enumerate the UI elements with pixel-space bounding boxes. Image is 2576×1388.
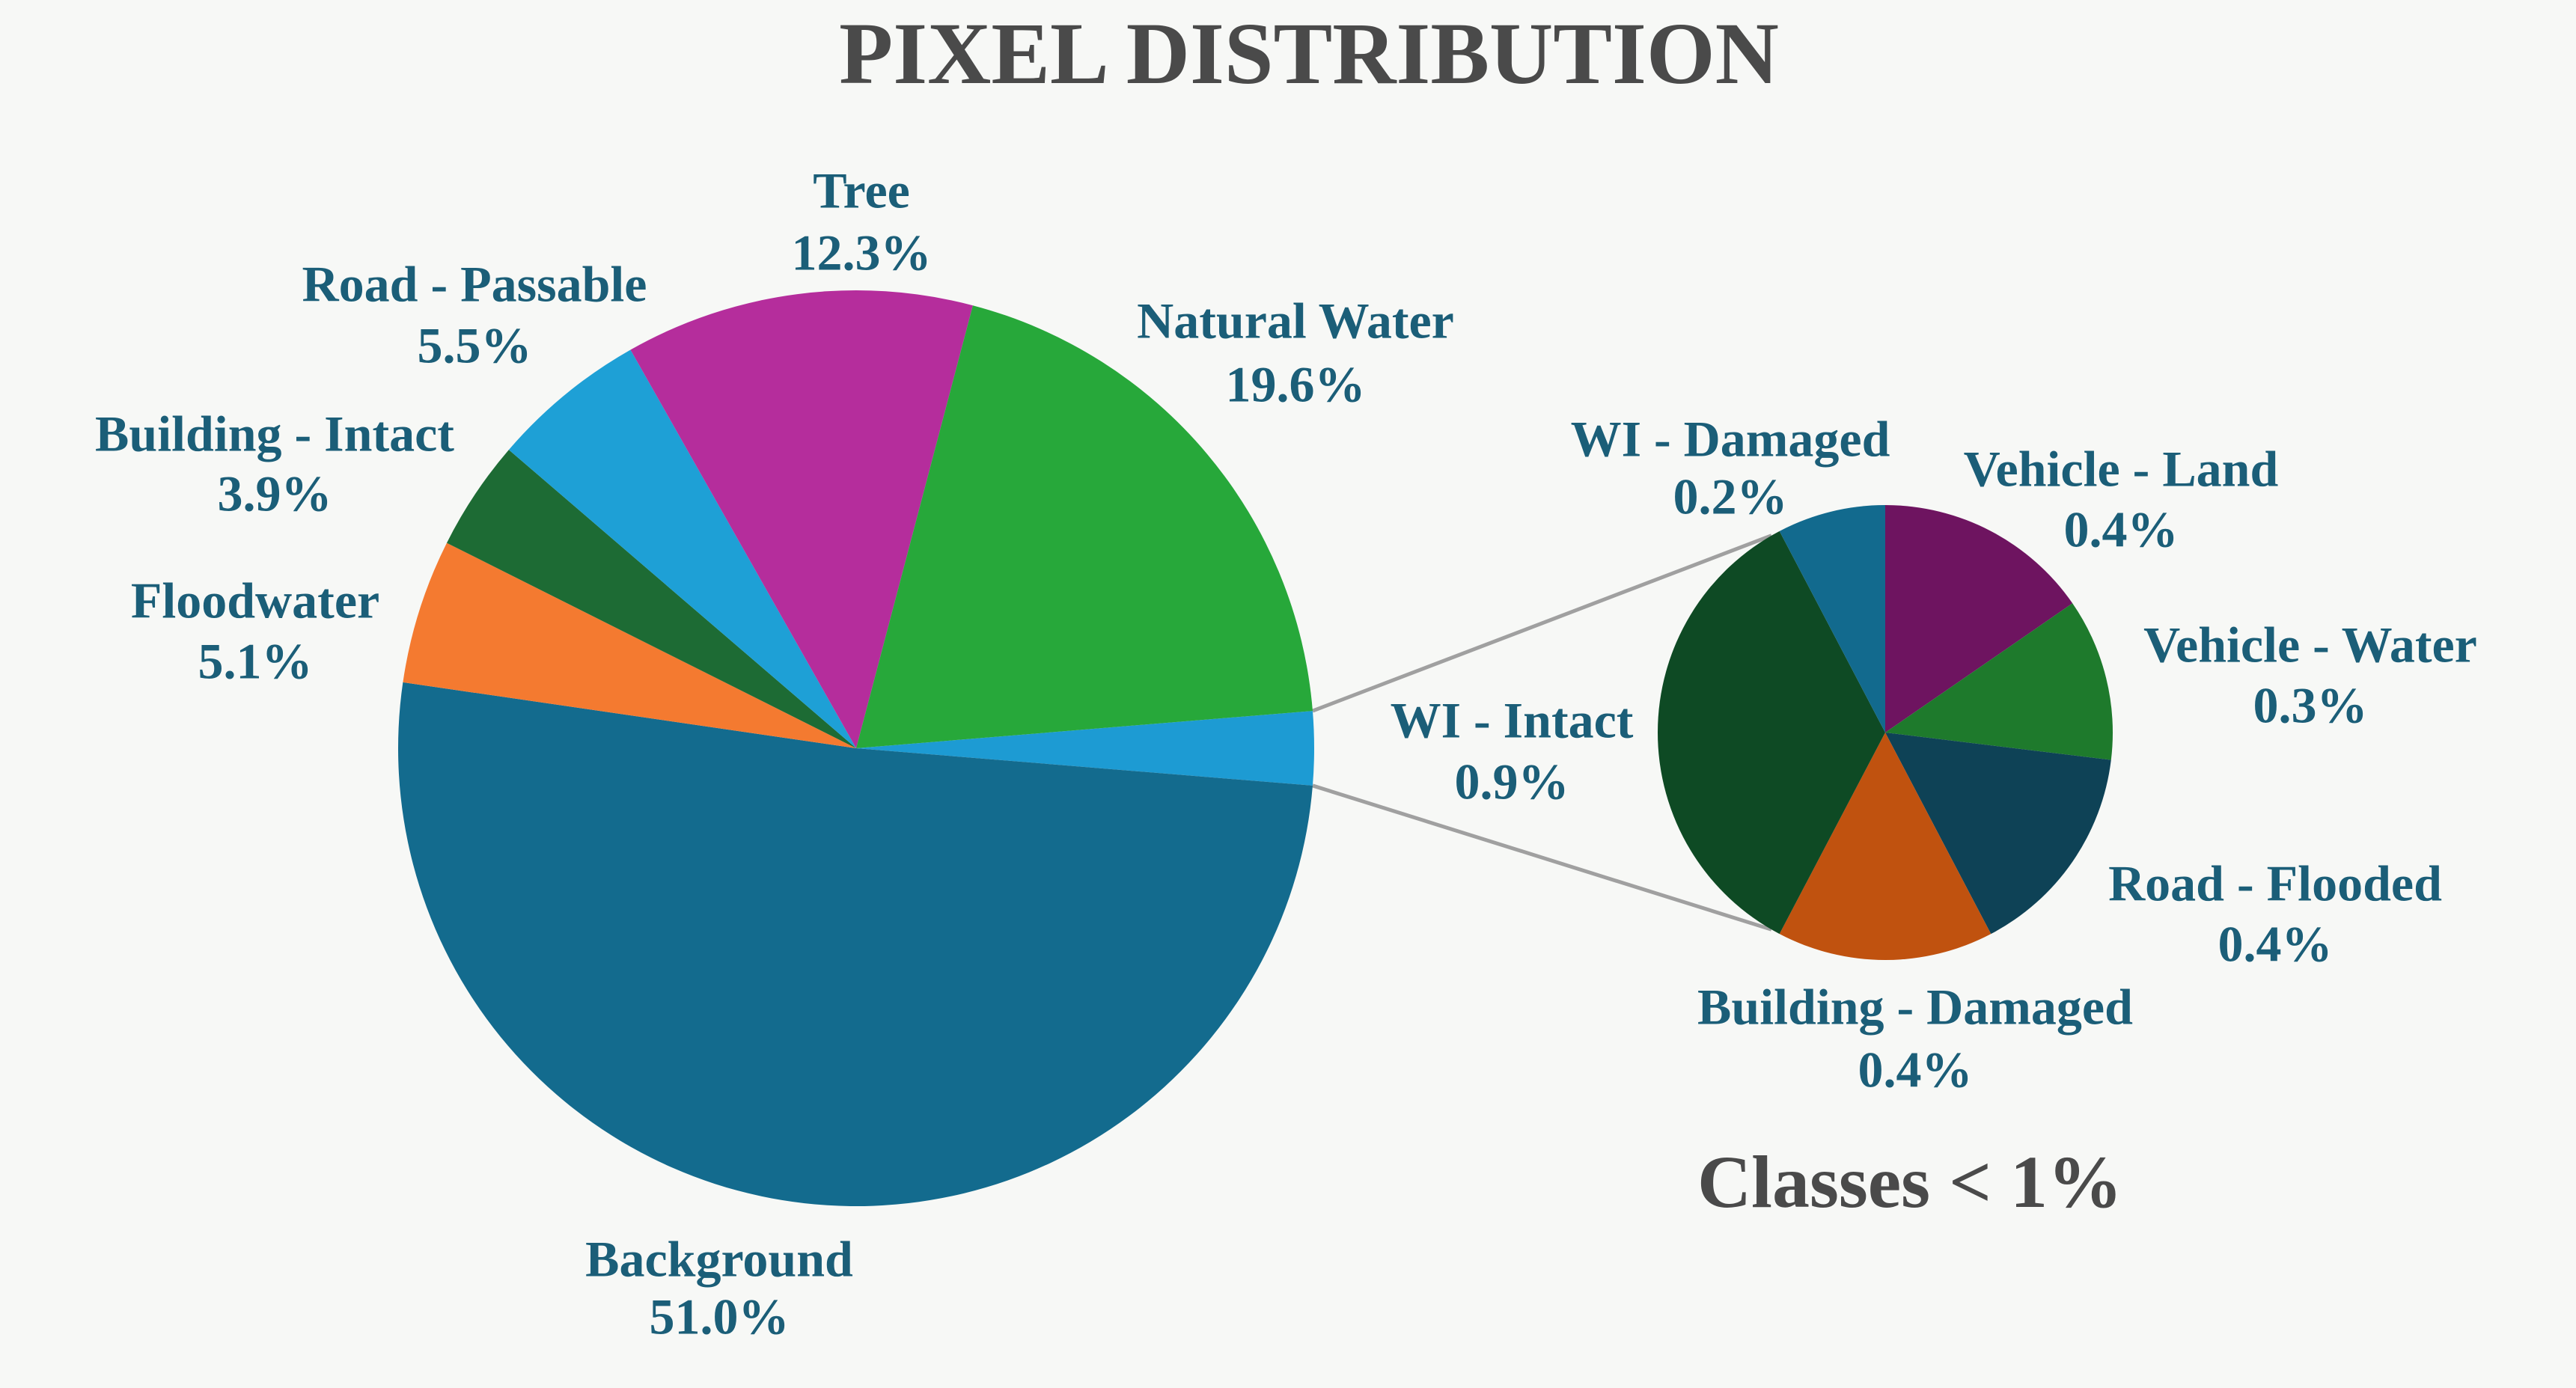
secondary-slice [1779, 505, 1885, 733]
slice-value: 0.4% [2064, 501, 2179, 558]
pie-slice [446, 450, 856, 748]
slice-label: Road - Flooded [2108, 855, 2442, 912]
connector-line [1312, 534, 1772, 713]
slice-label: Road - Passable [302, 256, 647, 313]
secondary-slice [1658, 531, 1885, 935]
pie-slice [630, 290, 973, 748]
pie-slice [856, 305, 1313, 749]
connector-line [1312, 783, 1772, 932]
pie-slice [508, 349, 856, 749]
pie-slice [403, 542, 856, 748]
slice-value: 0.3% [2253, 677, 2368, 734]
slice-value: 12.3% [792, 224, 932, 281]
secondary-slice [1885, 733, 2111, 935]
slice-value: 0.4% [2218, 916, 2333, 973]
slice-label: Vehicle - Land [1964, 441, 2279, 498]
slice-value: 51.0% [650, 1288, 790, 1345]
slice-value: 5.1% [198, 633, 313, 690]
secondary-slice [1779, 733, 1991, 960]
slice-label: Background [585, 1231, 853, 1288]
chart-title: PIXEL DISTRIBUTION [839, 4, 1779, 103]
other-slice [856, 711, 1314, 786]
slice-label: Natural Water [1137, 293, 1454, 349]
secondary-title: Classes < 1% [1697, 1140, 2122, 1223]
secondary-slice [1885, 505, 2073, 733]
slice-label: Tree [813, 162, 910, 219]
slice-value: 3.9% [218, 465, 332, 522]
slice-value: 0.9% [1455, 753, 1569, 810]
slice-value: 19.6% [1226, 356, 1366, 413]
slice-value: 5.5% [418, 317, 532, 374]
slice-label: Building - Damaged [1697, 979, 2133, 1036]
slice-label: WI - Damaged [1571, 411, 1890, 468]
slice-label: Vehicle - Water [2143, 617, 2477, 673]
slice-label: Floodwater [131, 572, 379, 629]
slice-value: 0.2% [1673, 468, 1788, 525]
slice-value: 0.4% [1858, 1042, 1973, 1098]
slice-label: Building - Intact [95, 406, 454, 462]
slice-label: WI - Intact [1391, 692, 1634, 749]
pie-slice [397, 682, 1313, 1207]
secondary-slice [1885, 603, 2113, 760]
